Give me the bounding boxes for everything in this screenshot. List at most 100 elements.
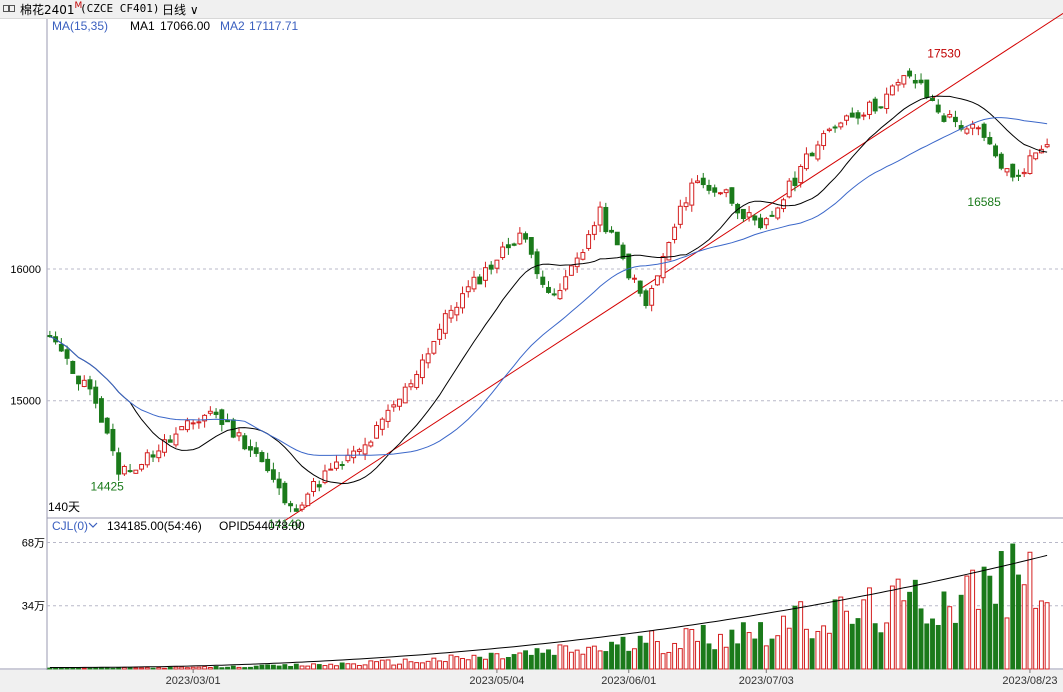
candle (740, 208, 746, 222)
candle-body (156, 450, 162, 459)
link-icon[interactable] (3, 5, 15, 12)
volume-bar (861, 599, 867, 670)
volume-bar (609, 641, 614, 670)
candle-body (975, 127, 981, 130)
volume-bar (746, 632, 752, 670)
volume-bar (981, 566, 987, 670)
volume-bar (649, 630, 655, 670)
opid-legend-label: OPID (219, 519, 249, 533)
candle (872, 96, 878, 114)
volume-bar (248, 666, 253, 670)
volume-bar (632, 648, 637, 670)
volume-bar (488, 652, 494, 670)
candle-body (849, 112, 855, 118)
candle-body (844, 115, 849, 121)
candle (987, 131, 993, 146)
volume-bar (867, 587, 872, 670)
volume-bar (821, 625, 827, 670)
candle-body (58, 343, 64, 352)
volume-bar (483, 658, 488, 670)
candle (139, 463, 145, 472)
candle (179, 426, 185, 431)
candle-body (717, 192, 723, 195)
candle (333, 455, 339, 471)
volume-bar (695, 640, 700, 670)
candle (964, 125, 970, 135)
candle-body (414, 374, 420, 388)
volume-bar (362, 664, 368, 670)
candle (706, 179, 712, 195)
volume-bar (1021, 584, 1027, 670)
candle (654, 275, 660, 286)
candle-body (225, 419, 230, 423)
candle (844, 114, 849, 126)
candle-body (660, 255, 666, 279)
candle (930, 94, 935, 102)
candle (362, 437, 368, 461)
volume-bar (442, 661, 448, 670)
candle (534, 248, 540, 279)
volume-bar (838, 596, 844, 670)
vol-legend-values: 134185.00(54:46) (107, 519, 202, 533)
volume-bar (740, 622, 746, 670)
period-dropdown[interactable]: 日线 ∨ (162, 1, 199, 18)
volume-bar (270, 664, 276, 670)
candle-body (253, 447, 259, 454)
candle-body (826, 128, 832, 132)
candle-body (345, 454, 351, 462)
volume-bar (763, 645, 769, 670)
candle (729, 187, 735, 207)
candle-body (173, 433, 179, 446)
volume-bar (884, 622, 890, 670)
ma1-legend-value: 17066.00 (160, 19, 210, 33)
candle (1044, 138, 1050, 149)
candle (815, 140, 821, 162)
volume-bar (397, 663, 402, 670)
volume-bar (356, 664, 362, 670)
volume-bar (849, 623, 855, 670)
volume-bar (196, 666, 202, 670)
volume-bar (580, 653, 586, 670)
candle-body (654, 275, 660, 286)
candle-body (907, 70, 913, 77)
volume-bar (809, 638, 815, 670)
candle-body (964, 128, 970, 134)
candle (632, 274, 637, 283)
volume-bar (683, 628, 689, 670)
volume-bar (930, 618, 935, 670)
volume-bar (586, 646, 592, 670)
candle (419, 354, 425, 385)
candle (947, 110, 953, 119)
candle (867, 100, 872, 120)
volume-bar (282, 664, 288, 670)
candle (454, 302, 460, 322)
opid-legend-value: 544078.00 (248, 519, 305, 533)
volume-bar (477, 656, 483, 670)
candle (356, 447, 362, 456)
candle-body (442, 313, 448, 334)
candle-body (465, 286, 471, 293)
candle-body (477, 276, 483, 285)
candle (941, 113, 947, 123)
candle-body (1016, 174, 1021, 177)
volume-bar (265, 664, 271, 670)
candle (93, 380, 99, 409)
candle-body (935, 104, 941, 113)
candle (998, 152, 1004, 171)
candle-body (379, 418, 385, 430)
candle (781, 197, 786, 213)
candle (889, 84, 895, 96)
volume-bar (758, 622, 764, 670)
candle-body (878, 106, 884, 109)
candle (609, 226, 614, 234)
candle (981, 122, 987, 142)
volume-bar (964, 575, 970, 670)
volume-bar (1027, 551, 1033, 670)
candle (488, 261, 494, 275)
volume-bar (104, 667, 110, 670)
candle (276, 472, 282, 495)
instrument-code: (CZCE CF401) (80, 2, 160, 15)
candle (70, 360, 76, 374)
vol-chevron-down-icon[interactable] (88, 522, 98, 528)
